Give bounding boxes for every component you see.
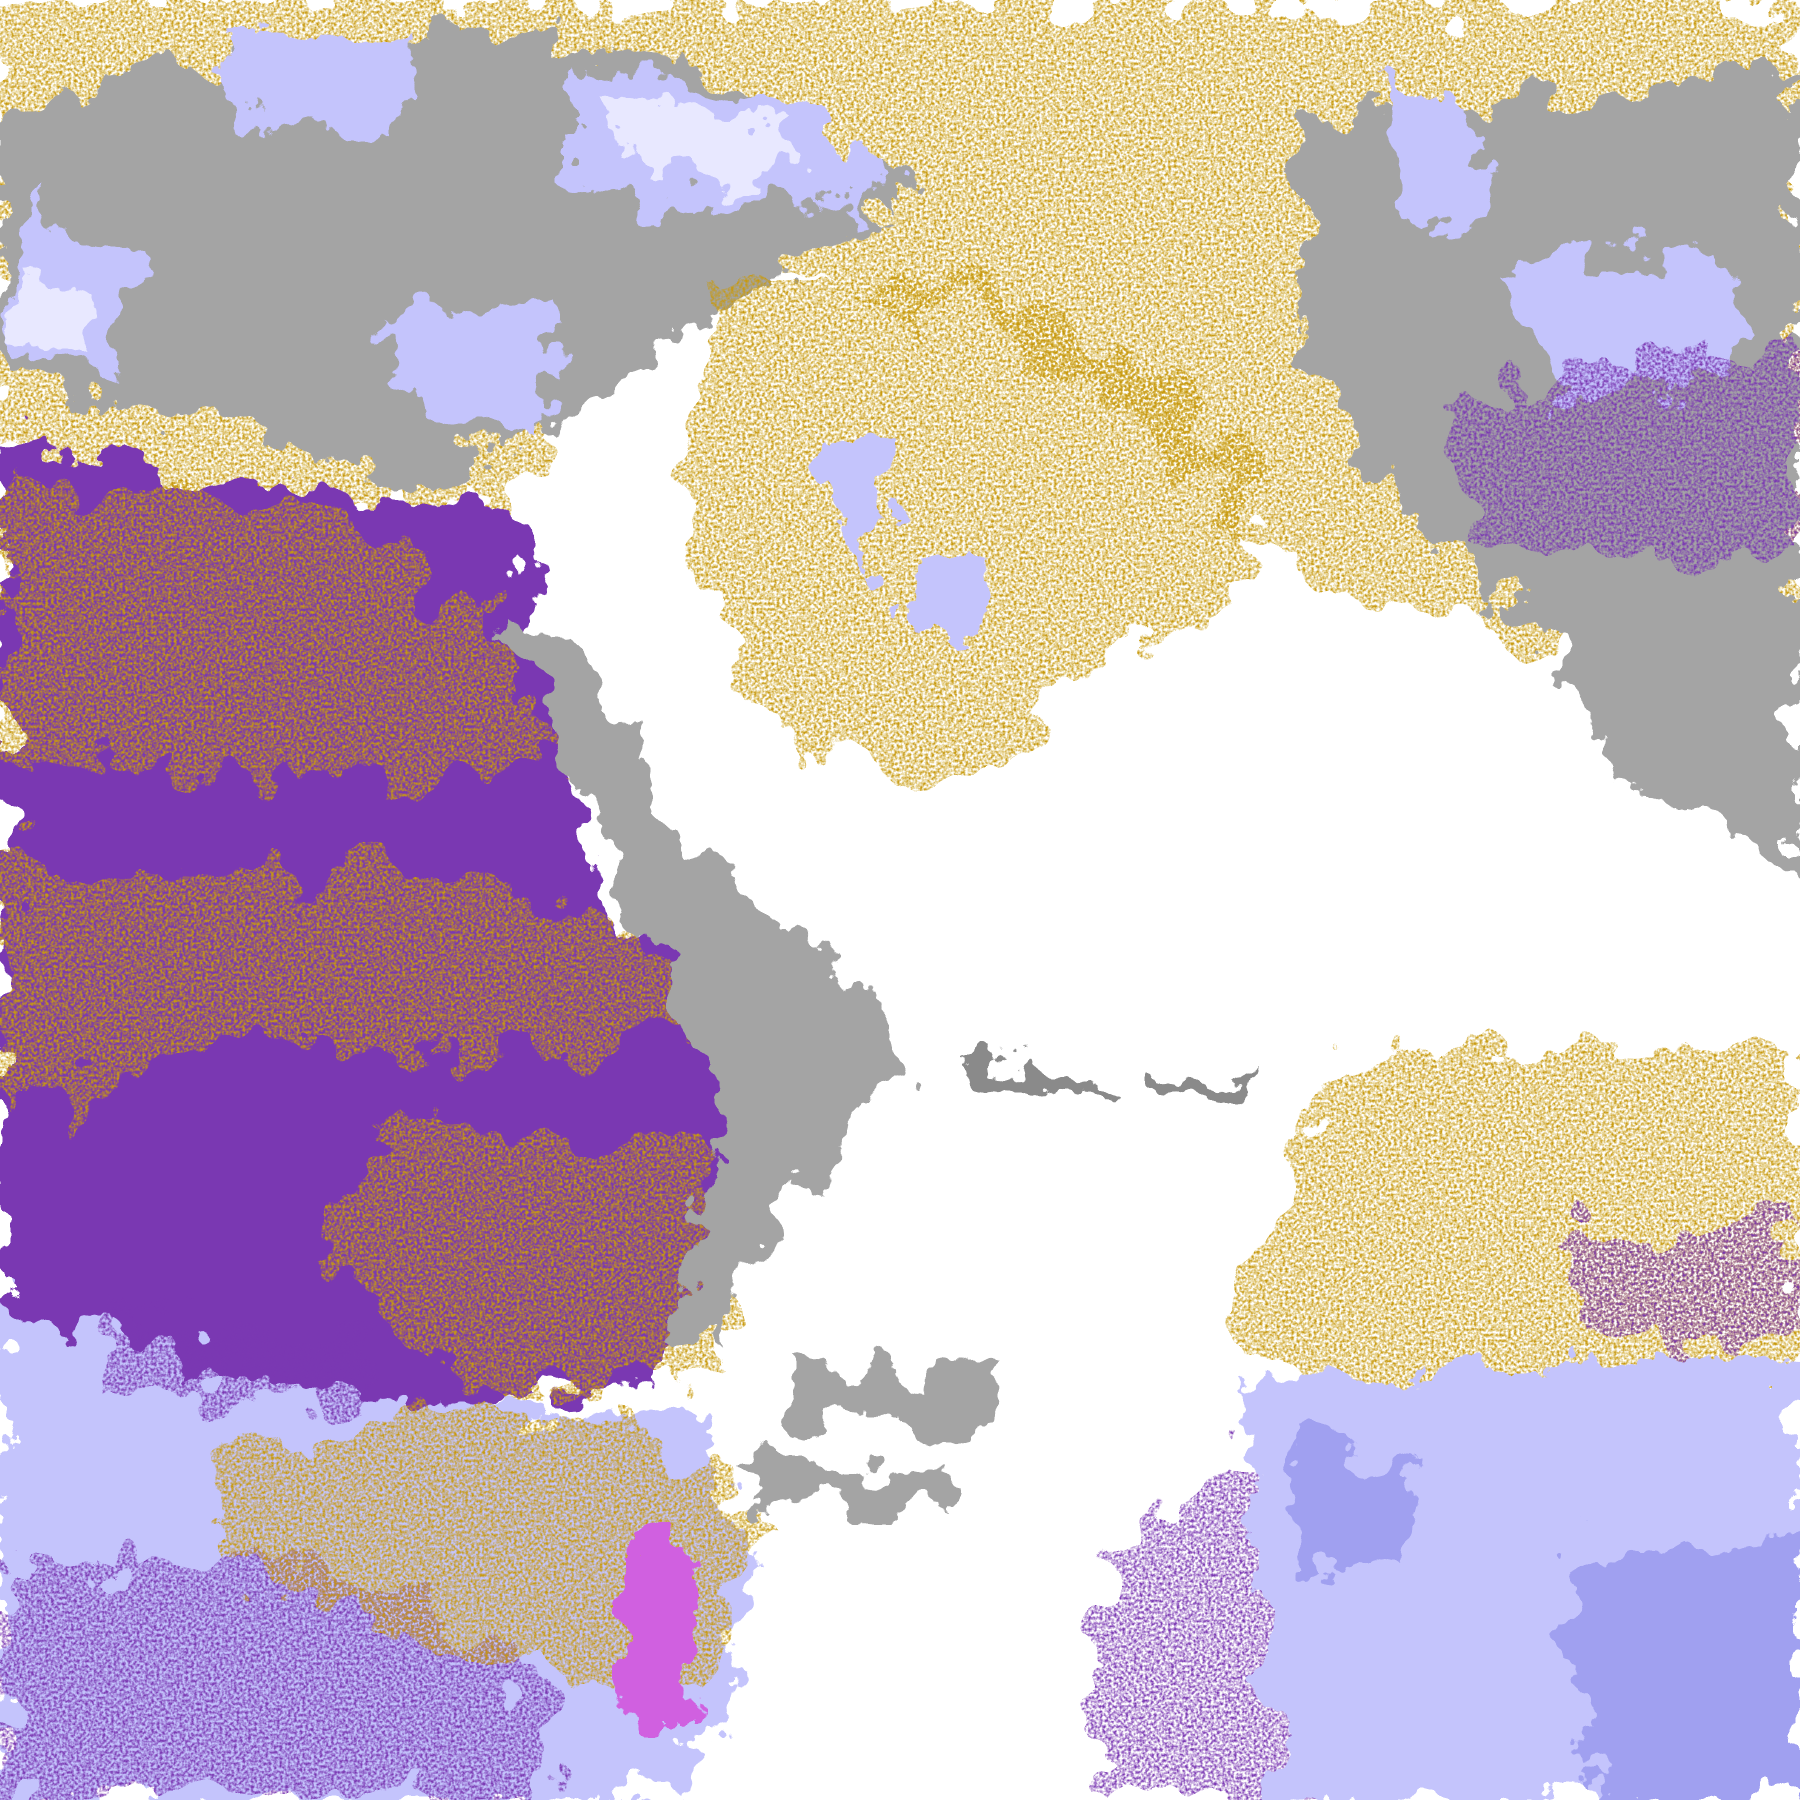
periwinkle-patch-bottom-right xyxy=(1280,1440,1800,1800)
gray-streaks-center xyxy=(960,1040,1260,1100)
gray-streak-bottom-center xyxy=(740,1360,1000,1510)
purple-region-top-right xyxy=(1440,340,1800,560)
gray-coastal-band xyxy=(500,620,900,1340)
gold-swirls-left xyxy=(0,480,720,1400)
pale-region-top-left xyxy=(20,90,800,360)
lavender-region-top-right xyxy=(1380,80,1740,400)
gold-region-center xyxy=(700,280,1260,780)
lavender-spots-center xyxy=(820,420,980,640)
magenta-patch-bottom xyxy=(620,1540,700,1720)
